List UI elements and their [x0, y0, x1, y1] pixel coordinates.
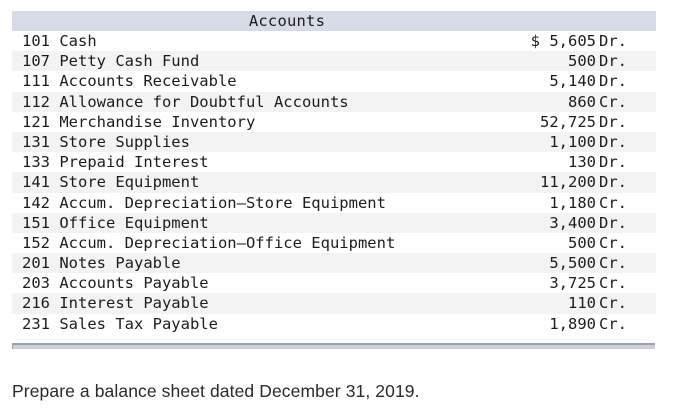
table-row: 152 Accum. Depreciation–Office Equipment… [12, 233, 656, 253]
account-name: 152 Accum. Depreciation–Office Equipment [22, 233, 396, 252]
account-amount: 500 [568, 52, 596, 71]
account-amount: 860 [568, 92, 596, 111]
table-row: 151 Office Equipment 3,400 Dr. [12, 212, 656, 233]
table-footer-bar [12, 343, 655, 349]
account-name: 151 Office Equipment [22, 213, 209, 232]
account-side: Cr. [599, 254, 627, 273]
account-side: Cr. [599, 233, 627, 252]
table-row: 216 Interest Payable 110 Cr. [12, 293, 656, 314]
table-row: 131 Store Supplies 1,100 Dr. [12, 131, 656, 153]
table-row: 112 Allowance for Doubtful Accounts 860 … [12, 91, 656, 112]
account-amount: 5,500 [549, 254, 596, 273]
account-amount: 500 [568, 233, 596, 252]
table-row: 201 Notes Payable 5,500 Cr. [12, 253, 656, 274]
account-side: Dr. [599, 112, 627, 131]
table-body: 101 Cash $ 5,605 Dr. 107 Petty Cash Fund… [12, 31, 656, 334]
account-amount: 3,725 [549, 274, 596, 293]
account-side: Dr. [599, 173, 627, 192]
account-side: Dr. [599, 213, 627, 232]
account-side: Cr. [599, 193, 627, 212]
table-row: 101 Cash $ 5,605 Dr. [12, 31, 656, 51]
account-name: 231 Sales Tax Payable [22, 314, 218, 333]
table-row: 133 Prepaid Interest 130 Dr. [12, 152, 656, 172]
account-amount: 3,400 [549, 213, 596, 232]
table-header: Accounts [12, 11, 656, 31]
account-name: 142 Accum. Depreciation–Store Equipment [22, 193, 386, 212]
account-amount: 52,725 [540, 112, 596, 131]
account-amount: 5,140 [549, 72, 596, 91]
account-side: Dr. [599, 132, 627, 151]
instruction-text: Prepare a balance sheet dated December 3… [12, 381, 420, 401]
table-row: 111 Accounts Receivable 5,140 Dr. [12, 71, 656, 91]
table-row: 121 Merchandise Inventory 52,725 Dr. [12, 112, 656, 132]
account-side: Cr. [599, 92, 627, 111]
account-name: 131 Store Supplies [22, 132, 190, 151]
account-name: 121 Merchandise Inventory [22, 112, 256, 131]
account-amount: $ 5,605 [530, 32, 596, 50]
table-header-title: Accounts [248, 12, 326, 30]
table-row: 107 Petty Cash Fund 500 Dr. [12, 51, 656, 72]
account-name: 107 Petty Cash Fund [22, 52, 200, 71]
account-amount: 110 [568, 294, 596, 313]
account-name: 112 Allowance for Doubtful Accounts [22, 92, 349, 111]
account-amount: 1,100 [549, 132, 596, 151]
account-name: 111 Accounts Receivable [22, 72, 237, 91]
account-name: 203 Accounts Payable [22, 274, 209, 293]
account-name: 133 Prepaid Interest [22, 153, 209, 172]
table-row: 141 Store Equipment 11,200 Dr. [12, 172, 656, 193]
account-side: Cr. [599, 274, 627, 293]
table-row: 231 Sales Tax Payable 1,890 Cr. [12, 314, 656, 334]
account-side: Cr. [599, 314, 627, 333]
account-name: 101 Cash [22, 32, 97, 50]
account-name: 201 Notes Payable [22, 254, 181, 273]
account-side: Dr. [599, 72, 627, 91]
table-row: 203 Accounts Payable 3,725 Cr. [12, 273, 656, 293]
account-amount: 130 [568, 153, 596, 172]
account-amount: 1,890 [549, 314, 596, 333]
account-side: Dr. [599, 52, 627, 71]
account-side: Cr. [599, 294, 627, 313]
account-side: Dr. [599, 153, 627, 172]
account-amount: 1,180 [549, 193, 596, 212]
accounts-table: Accounts 101 Cash $ 5,605 Dr. 107 Petty … [12, 11, 656, 334]
account-side: Dr. [599, 32, 627, 50]
account-name: 141 Store Equipment [22, 173, 200, 192]
account-name: 216 Interest Payable [22, 294, 209, 313]
account-amount: 11,200 [540, 173, 596, 192]
table-row: 142 Accum. Depreciation–Store Equipment … [12, 193, 656, 213]
